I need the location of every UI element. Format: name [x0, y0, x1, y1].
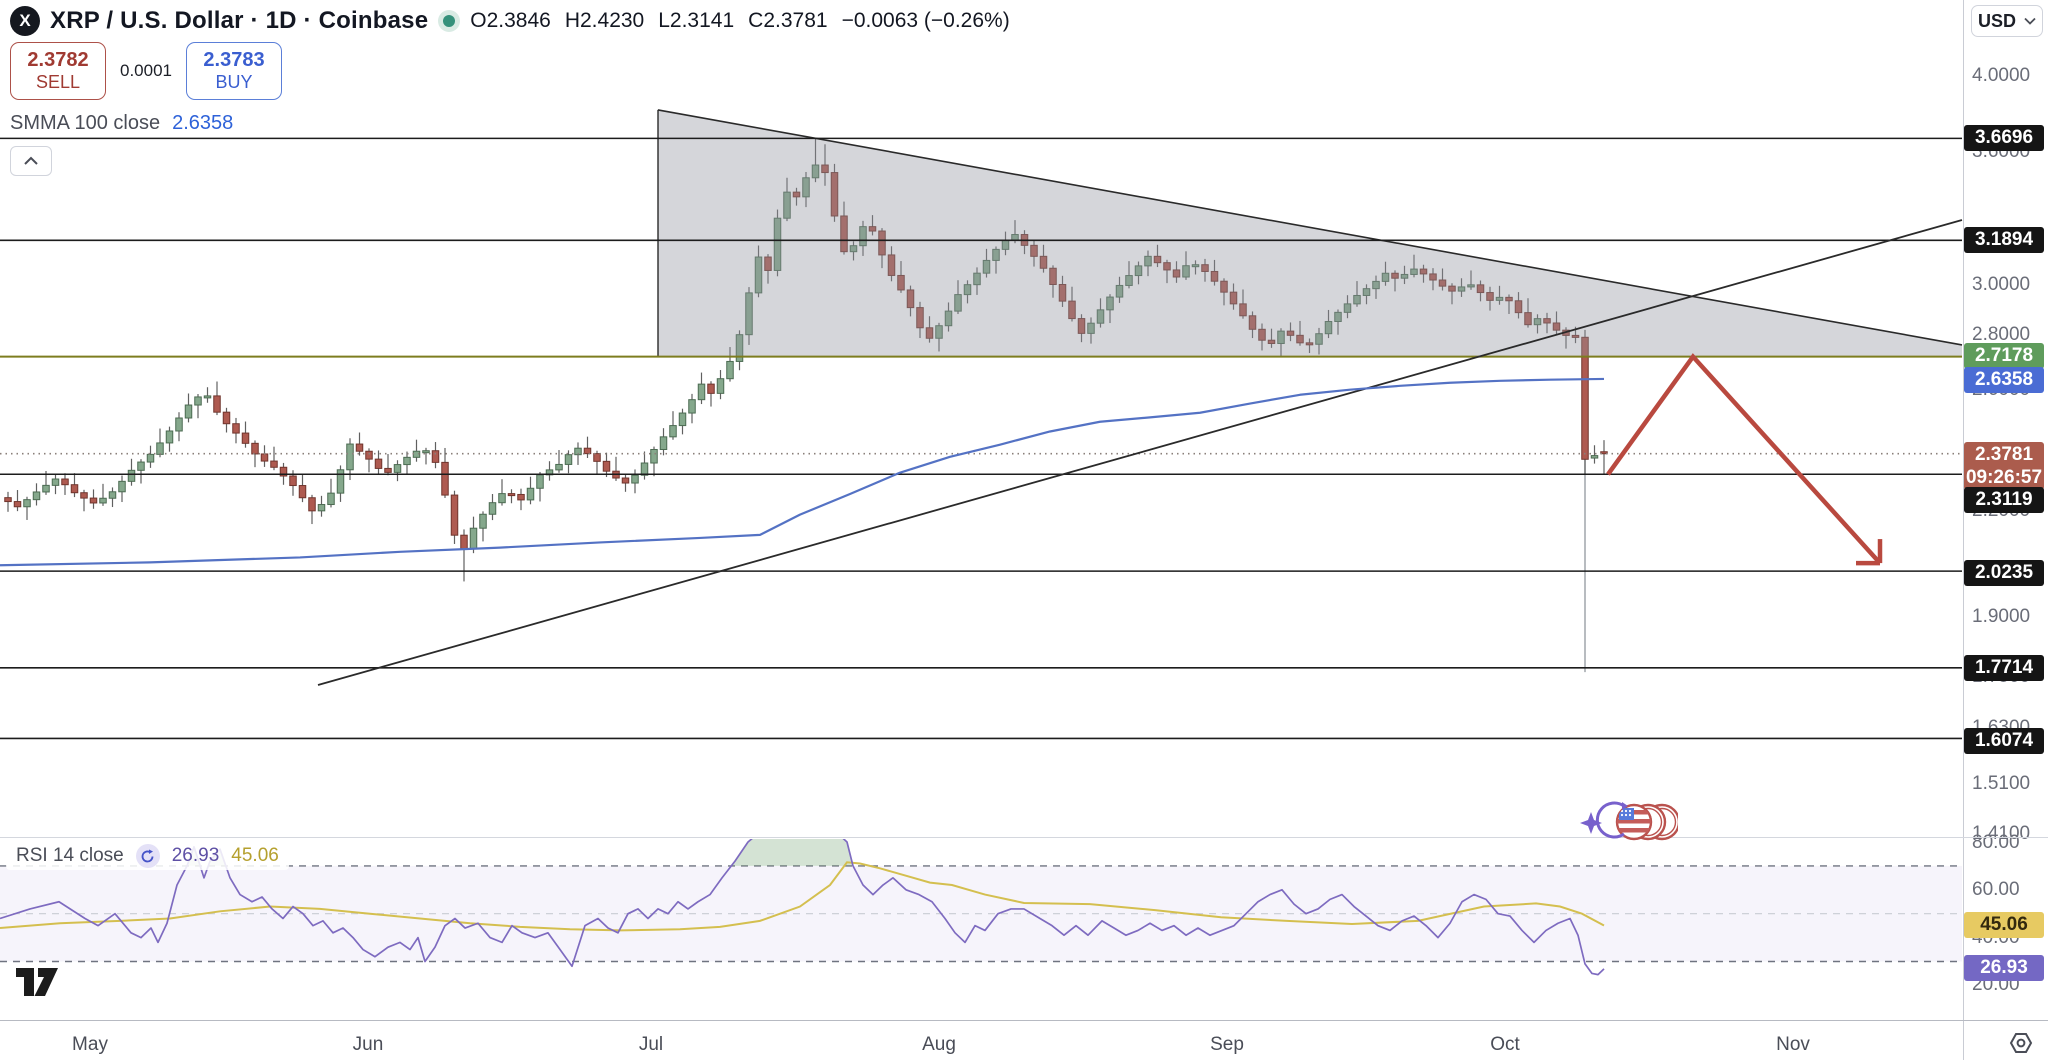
month-label-may: May: [72, 1034, 108, 1055]
tradingview-logo[interactable]: [16, 966, 60, 1005]
rsi-indicator-name: RSI 14 close: [16, 845, 124, 866]
market-status-icon: [438, 10, 461, 32]
axis-tick-label: 1.4100: [1972, 823, 2031, 844]
price-scale-axis[interactable]: [1963, 0, 2048, 1060]
symbol-title[interactable]: XRP / U.S. Dollar · 1D · Coinbase: [50, 7, 429, 34]
month-label-oct: Oct: [1490, 1034, 1520, 1055]
price-level-badge: 1.7714: [1964, 655, 2044, 681]
month-label-sep: Sep: [1210, 1034, 1244, 1055]
price-level-badge: 2.0235: [1964, 560, 2044, 586]
price-level-badge: 26.93: [1964, 955, 2044, 981]
gear-icon: [2009, 1033, 2033, 1053]
axis-tick-label: 1.9000: [1972, 606, 2031, 627]
axis-tick-label: 1.5100: [1972, 773, 2031, 794]
timezone-settings-button[interactable]: [1998, 1030, 2044, 1056]
us-flag-icon: [1617, 808, 1651, 833]
high-value: H2.4230: [564, 9, 645, 32]
axis-tick-label: 60.00: [1972, 879, 2020, 900]
time-axis-separator: [0, 1020, 2048, 1021]
open-value: O2.3846: [470, 9, 551, 32]
currency-selector-value: USD: [1977, 10, 2016, 31]
refresh-icon: [135, 844, 160, 868]
trade-widget: 2.3782 SELL 0.0001 2.3783 BUY: [10, 42, 282, 100]
change-value: −0.0063 (−0.26%): [841, 9, 1010, 32]
ohlc-values: O2.3846 H2.4230 L2.3141 C2.3781 −0.0063 …: [470, 9, 1009, 33]
smma-indicator-name: SMMA 100 close: [10, 112, 161, 134]
chevron-down-icon: [2024, 17, 2036, 25]
xrp-logo-icon: X: [10, 6, 40, 36]
price-level-badge: 2.7178: [1964, 343, 2044, 369]
axis-tick-label: 2.8000: [1972, 324, 2031, 345]
rsi-value: 26.93: [171, 845, 220, 866]
currency-selector[interactable]: USD: [1971, 5, 2043, 37]
price-level-badge: 45.06: [1964, 912, 2044, 938]
low-value: L2.3141: [658, 9, 735, 32]
sell-button[interactable]: 2.3782 SELL: [10, 42, 106, 100]
watermark-logo: [1578, 796, 1681, 853]
smma-indicator-value: 2.6358: [172, 112, 234, 134]
axis-tick-label: 80.00: [1972, 832, 2020, 853]
smma-indicator-legend[interactable]: SMMA 100 close 2.6358: [10, 112, 233, 135]
symbol-legend: X XRP / U.S. Dollar · 1D · Coinbase O2.3…: [10, 4, 1010, 38]
axis-tick-label: 3.0000: [1972, 274, 2031, 295]
month-label-jun: Jun: [352, 1034, 384, 1055]
month-label-nov: Nov: [1776, 1034, 1810, 1055]
month-label-jul: Jul: [638, 1034, 664, 1055]
month-label-aug: Aug: [922, 1034, 956, 1055]
price-level-badge: 3.1894: [1964, 227, 2044, 253]
price-level-badge: 1.6074: [1964, 728, 2044, 754]
current-price-badge: 2.3781 09:26:57: [1964, 442, 2044, 490]
rsi-ma-value: 45.06: [231, 845, 279, 866]
price-level-badge: 2.3119: [1964, 487, 2044, 513]
price-level-badge: 2.6358: [1964, 367, 2044, 393]
spread-value: 0.0001: [120, 61, 172, 80]
rsi-indicator-legend[interactable]: RSI 14 close 26.93 45.06: [6, 842, 289, 870]
collapse-legend-button[interactable]: [10, 146, 52, 176]
chevron-up-icon: [24, 156, 38, 165]
axis-tick-label: 4.0000: [1972, 65, 2031, 86]
price-level-badge: 3.6696: [1964, 125, 2044, 151]
close-value: C2.3781: [748, 9, 828, 32]
pane-separator[interactable]: [0, 837, 2048, 838]
buy-button[interactable]: 2.3783 BUY: [186, 42, 282, 100]
